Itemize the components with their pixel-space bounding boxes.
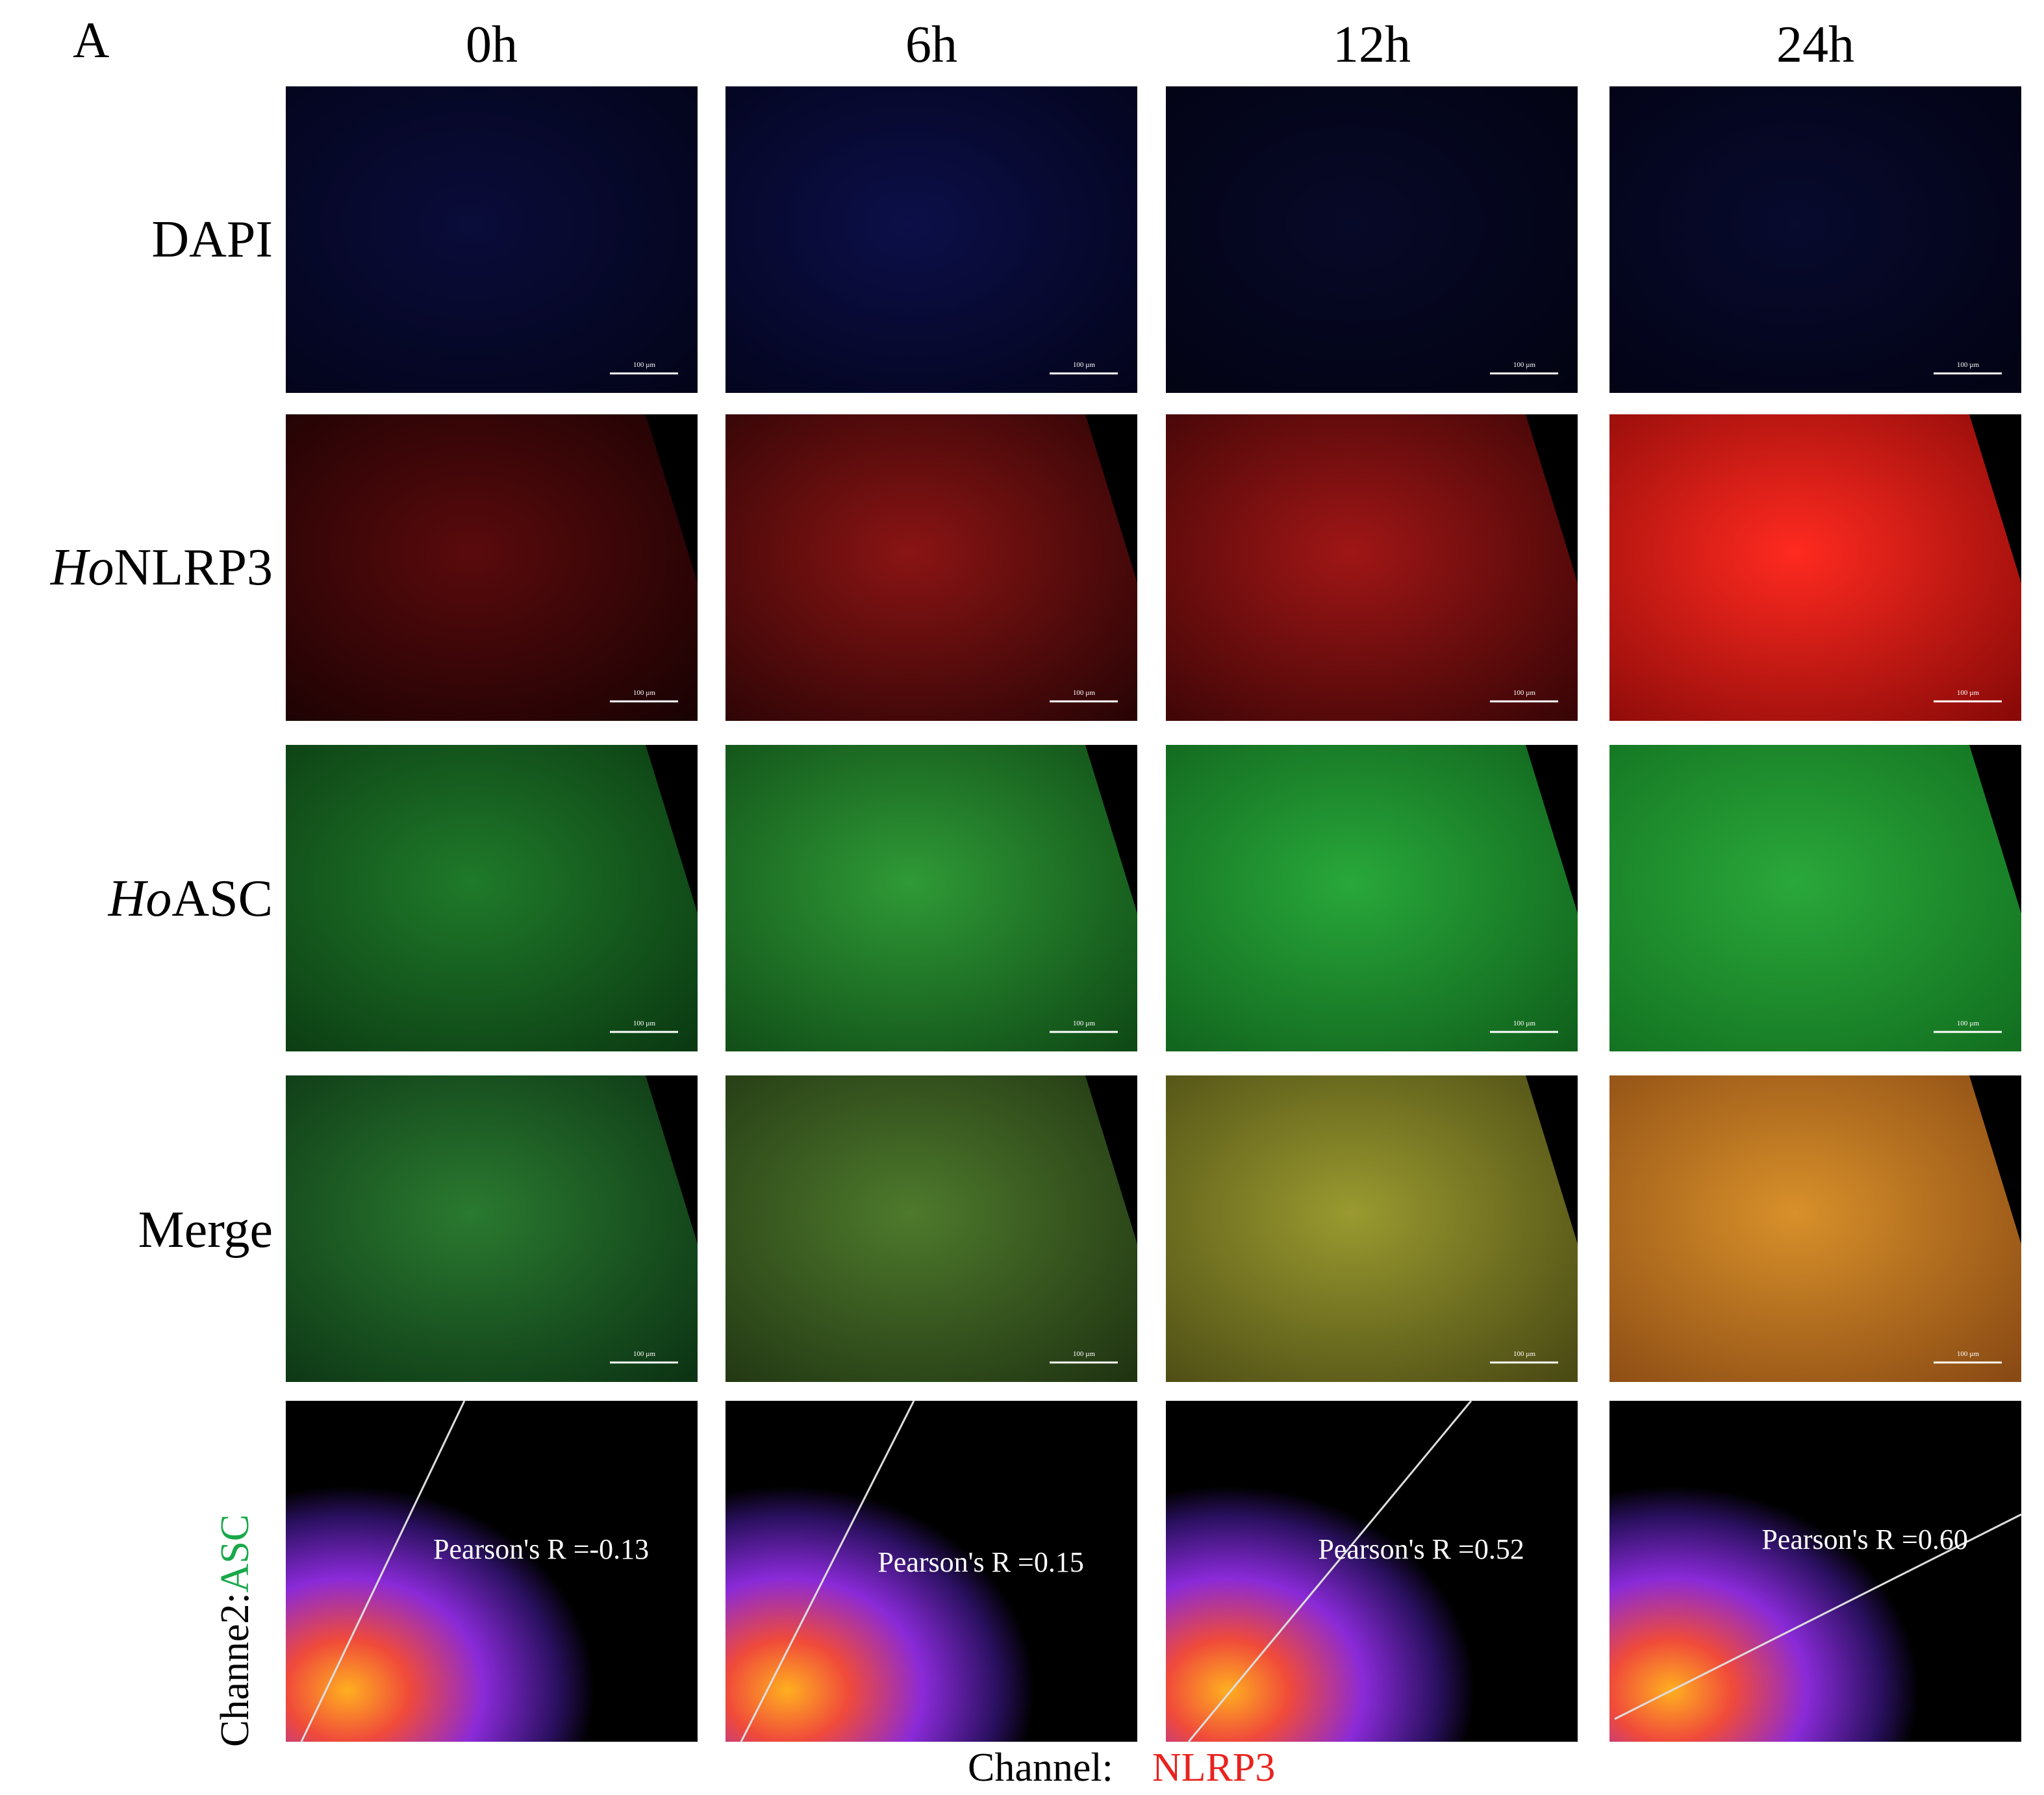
micrograph — [286, 414, 698, 721]
regression-line — [740, 1400, 915, 1742]
regression-line — [300, 1400, 466, 1742]
tissue-edge — [1526, 745, 1578, 914]
micrograph — [1609, 1075, 2021, 1382]
x-label-prefix: Channel: — [968, 1746, 1113, 1790]
density-cloud — [286, 1401, 698, 1742]
regression-line — [1187, 1400, 1472, 1742]
scale-bar-label: 100 µm — [1073, 1020, 1096, 1027]
scale-bar-label: 100 µm — [633, 1350, 656, 1358]
scale-bar-label: 100 µm — [1513, 1350, 1536, 1358]
density-cloud — [1609, 1401, 2021, 1742]
scale-bar-label: 100 µm — [1957, 1350, 1980, 1358]
x-axis-label: Channel: NLRP3 — [968, 1746, 1275, 1790]
micrograph — [286, 86, 698, 393]
column-header: 12h — [1333, 16, 1411, 73]
tissue-edge — [1969, 745, 2021, 914]
tissue-edge — [1526, 414, 1578, 583]
scale-bar-label: 100 µm — [633, 361, 656, 369]
row-label: HoNLRP3 — [50, 539, 273, 596]
row-label-text: ASC — [171, 870, 273, 927]
pearson-label: Pearson's R =0.52 — [1318, 1533, 1524, 1565]
micrograph — [1609, 745, 2021, 1051]
micrograph — [286, 745, 698, 1051]
scale-bar-label: 100 µm — [1513, 689, 1536, 697]
scale-bar-label: 100 µm — [1513, 361, 1536, 369]
column-header: 0h — [466, 16, 518, 73]
column-header: 6h — [905, 16, 957, 73]
pearson-label: Pearson's R =0.60 — [1761, 1524, 1968, 1555]
row-label: DAPI — [151, 211, 273, 268]
scale-bar-label: 100 µm — [1957, 361, 1980, 369]
tissue-edge — [1526, 1075, 1578, 1244]
scale-bar-label: 100 µm — [1073, 361, 1096, 369]
tissue-edge — [1085, 1075, 1137, 1244]
scale-bar-label: 100 µm — [1073, 1350, 1096, 1358]
scale-bar-label: 100 µm — [633, 1020, 656, 1027]
scale-bar-label: 100 µm — [633, 689, 656, 697]
row-label-italic: Ho — [50, 539, 114, 596]
panel-label: A — [73, 12, 109, 68]
regression-line — [1614, 1513, 2022, 1720]
tissue-edge — [1969, 1075, 2021, 1244]
micrograph — [725, 414, 1137, 721]
tissue-edge — [1085, 414, 1137, 583]
micrograph — [725, 86, 1137, 393]
micrograph — [725, 1075, 1137, 1382]
tissue-edge — [1969, 414, 2021, 583]
x-label-channel: NLRP3 — [1152, 1746, 1275, 1790]
tissue-edge — [646, 745, 698, 914]
density-cloud — [1166, 1401, 1578, 1742]
row-label-italic: Ho — [108, 870, 172, 927]
row-label: HoASC — [108, 870, 273, 927]
row-label-text: Merge — [138, 1201, 273, 1259]
micrograph — [1609, 86, 2021, 393]
scale-bar-label: 100 µm — [1957, 1020, 1980, 1027]
micrograph — [1166, 1075, 1578, 1382]
scale-bar-label: 100 µm — [1073, 689, 1096, 697]
column-header: 24h — [1776, 16, 1854, 73]
y-label-prefix: Channe2: — [213, 1592, 257, 1747]
y-axis-label: Channe2:ASC — [213, 1514, 257, 1747]
row-label: Merge — [138, 1201, 273, 1259]
tissue-edge — [1085, 745, 1137, 914]
tissue-edge — [646, 1075, 698, 1244]
density-cloud — [725, 1401, 1137, 1742]
tissue-edge — [646, 414, 698, 583]
micrograph — [1166, 414, 1578, 721]
row-label-text: DAPI — [151, 211, 273, 268]
y-label-channel: ASC — [213, 1514, 257, 1593]
pearson-label: Pearson's R =-0.13 — [433, 1533, 649, 1565]
micrograph — [1166, 86, 1578, 393]
scale-bar-label: 100 µm — [1513, 1020, 1536, 1027]
scale-bar-label: 100 µm — [1957, 689, 1980, 697]
micrograph — [286, 1075, 698, 1382]
pearson-label: Pearson's R =0.15 — [877, 1546, 1084, 1578]
micrograph — [1166, 745, 1578, 1051]
micrograph — [725, 745, 1137, 1051]
row-label-text: NLRP3 — [114, 539, 273, 596]
micrograph — [1609, 414, 2021, 721]
